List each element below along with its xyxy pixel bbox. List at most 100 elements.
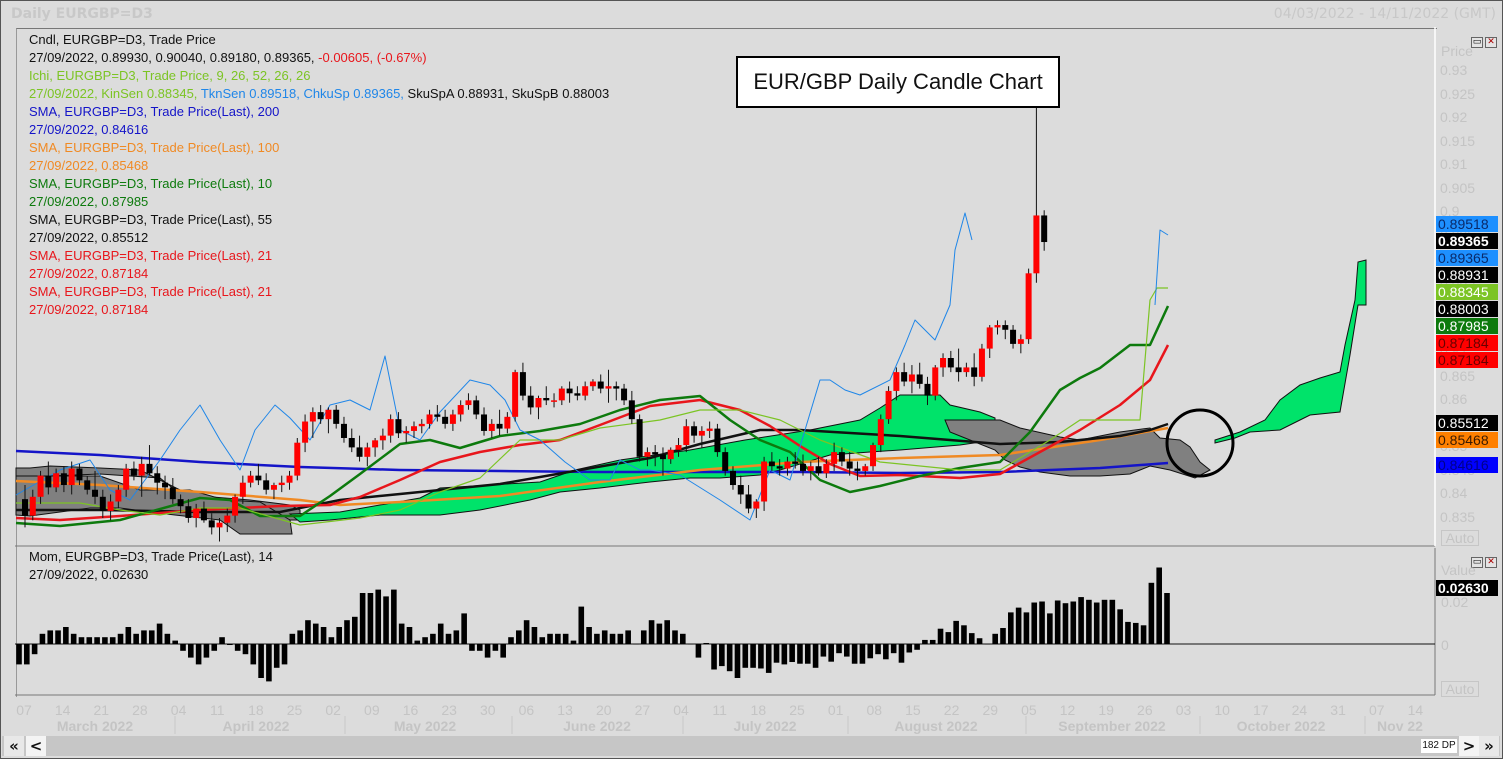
- date-tick: 26: [1137, 702, 1153, 718]
- main-panel-controls: ▭ ✕: [1471, 29, 1501, 48]
- legend-segment: SkuSpA 0.88931, SkuSpB 0.88003: [407, 86, 610, 101]
- date-tick: 16: [402, 702, 419, 718]
- date-tick: 25: [789, 702, 805, 718]
- price-auto-button[interactable]: Auto: [1441, 530, 1479, 546]
- date-tick: 11: [209, 702, 225, 718]
- price-tick: 0.84: [1440, 485, 1468, 502]
- legend-line: SMA, EURGBP=D3, Trade Price(Last), 200: [29, 104, 280, 119]
- legend-line: 27/09/2022, 0.87985: [29, 194, 149, 209]
- price-tick: 0.92: [1440, 109, 1468, 126]
- date-tick: 27: [634, 702, 651, 718]
- window-title: Daily EURGBP=D3: [11, 6, 153, 22]
- momentum-tick-002: 0.02: [1441, 594, 1469, 610]
- date-tick: 10: [1214, 702, 1230, 718]
- momentum-tick-0: 0: [1441, 637, 1449, 653]
- momentum-auto-button[interactable]: Auto: [1441, 681, 1479, 697]
- legend-line: SMA, EURGBP=D3, Trade Price(Last), 55: [29, 212, 273, 227]
- date-tick: 31: [1330, 702, 1346, 718]
- legend-line: SMA, EURGBP=D3, Trade Price(Last), 21: [29, 248, 273, 263]
- sma-10-line: [15, 305, 1170, 528]
- legend-line: 27/09/2022, KinSen 0.88345, TknSen 0.895…: [29, 85, 609, 103]
- minimize-icon[interactable]: ▭: [1471, 557, 1483, 568]
- date-tick: 22: [943, 702, 960, 718]
- price-value-tag: 0.87184: [1436, 352, 1498, 368]
- minimize-icon[interactable]: ▭: [1471, 37, 1483, 48]
- title-bar: Daily EURGBP=D3 04/03/2022 - 14/11/2022 …: [1, 1, 1502, 27]
- scroll-prev-button[interactable]: <: [26, 736, 46, 756]
- plot-area: [16, 28, 1437, 697]
- date-tick: 01: [827, 702, 844, 718]
- date-tick: 02: [325, 702, 341, 718]
- price-tick: 0.86: [1440, 391, 1468, 408]
- data-points-count: 182 DP: [1421, 739, 1457, 753]
- momentum-panel-controls: ▭ ✕: [1471, 549, 1501, 568]
- date-tick: 23: [441, 702, 457, 718]
- date-tick: 28: [132, 702, 148, 718]
- price-tick: 0.915: [1440, 132, 1476, 149]
- date-tick: 11: [712, 702, 727, 718]
- date-tick: 20: [595, 702, 612, 718]
- legend-segment: 27/09/2022, 0.89930, 0.90040, 0.89180, 0…: [29, 50, 319, 65]
- main-legend: Cndl, EURGBP=D3, Trade Price 27/09/2022, …: [29, 31, 609, 319]
- date-tick: 04: [673, 702, 689, 718]
- legend-segment: -0.00605, (-0.67%): [318, 50, 427, 65]
- date-tick: 07: [1368, 702, 1385, 718]
- month-label: April 2022: [222, 718, 290, 734]
- close-icon[interactable]: ✕: [1485, 37, 1497, 48]
- month-label: September 2022: [1058, 718, 1166, 734]
- price-value-tag: 0.85468: [1436, 432, 1498, 448]
- momentum-legend-value: 27/09/2022, 0.02630: [29, 567, 149, 582]
- date-tick: 03: [1175, 702, 1192, 718]
- legend-line: Cndl, EURGBP=D3, Trade Price: [29, 32, 216, 47]
- price-value-tag: 0.89365: [1436, 233, 1498, 249]
- month-label: October 2022: [1236, 718, 1326, 734]
- legend-line: SMA, EURGBP=D3, Trade Price(Last), 21: [29, 284, 273, 299]
- legend-segment: 27/09/2022, KinSen 0.88345,: [29, 86, 201, 101]
- legend-line: 27/09/2022, 0.87184: [29, 266, 149, 281]
- legend-segment: TknSen 0.89518, ChkuSp 0.89365,: [200, 86, 408, 101]
- legend-line: SMA, EURGBP=D3, Trade Price(Last), 10: [29, 176, 273, 191]
- legend-line: SMA, EURGBP=D3, Trade Price(Last), 100: [29, 140, 280, 155]
- price-tick: 0.905: [1440, 179, 1476, 196]
- price-tick: 0.835: [1440, 508, 1476, 525]
- close-icon[interactable]: ✕: [1485, 557, 1497, 568]
- date-tick: 05: [1021, 702, 1037, 718]
- chikou-span-line: [15, 212, 973, 521]
- legend-line: 27/09/2022, 0.85512: [29, 230, 149, 245]
- price-value-tag: 0.88003: [1436, 301, 1498, 317]
- price-tick: 0.865: [1440, 367, 1476, 384]
- kijun-sen-line: [16, 287, 1168, 526]
- sma-55-line: [16, 422, 1169, 514]
- month-label: May 2022: [393, 718, 457, 734]
- price-value-tag: 0.89365: [1436, 250, 1498, 266]
- date-tick: 30: [480, 702, 496, 718]
- price-axis-title: Price: [1441, 43, 1473, 59]
- date-tick: 21: [93, 702, 110, 718]
- scroll-last-button[interactable]: »: [1479, 736, 1499, 756]
- price-tick: 0.9: [1440, 203, 1460, 220]
- scroll-next-button[interactable]: >: [1459, 736, 1479, 756]
- horizontal-scrollbar[interactable]: « < 182 DP > »: [2, 736, 1500, 756]
- date-tick: 12: [1059, 702, 1076, 718]
- price-tick: 0.925: [1440, 85, 1476, 102]
- month-label: Nov 22: [1377, 718, 1423, 734]
- price-value-tag: 0.85512: [1436, 415, 1498, 431]
- legend-line: Ichi, EURGBP=D3, Trade Price, 9, 26, 52,…: [29, 68, 311, 83]
- legend-line: 27/09/2022, 0.85468: [29, 158, 149, 173]
- date-tick: 04: [170, 702, 187, 718]
- date-tick: 06: [518, 702, 535, 718]
- month-label: August 2022: [894, 718, 978, 734]
- sma-100-line: [15, 426, 1169, 507]
- highlight-circle: [1165, 408, 1235, 478]
- momentum-axis-title: Value: [1441, 562, 1476, 578]
- date-tick: 25: [286, 702, 303, 718]
- price-value-tag: 0.89518: [1436, 216, 1498, 232]
- price-value-tag: 0.88345: [1436, 284, 1498, 300]
- momentum-legend-title: Mom, EURGBP=D3, Trade Price(Last), 14: [29, 549, 273, 564]
- date-tick: 29: [982, 702, 999, 718]
- date-tick: 19: [1098, 702, 1114, 718]
- scroll-first-button[interactable]: «: [4, 736, 24, 756]
- sma-21-line: [15, 344, 1170, 522]
